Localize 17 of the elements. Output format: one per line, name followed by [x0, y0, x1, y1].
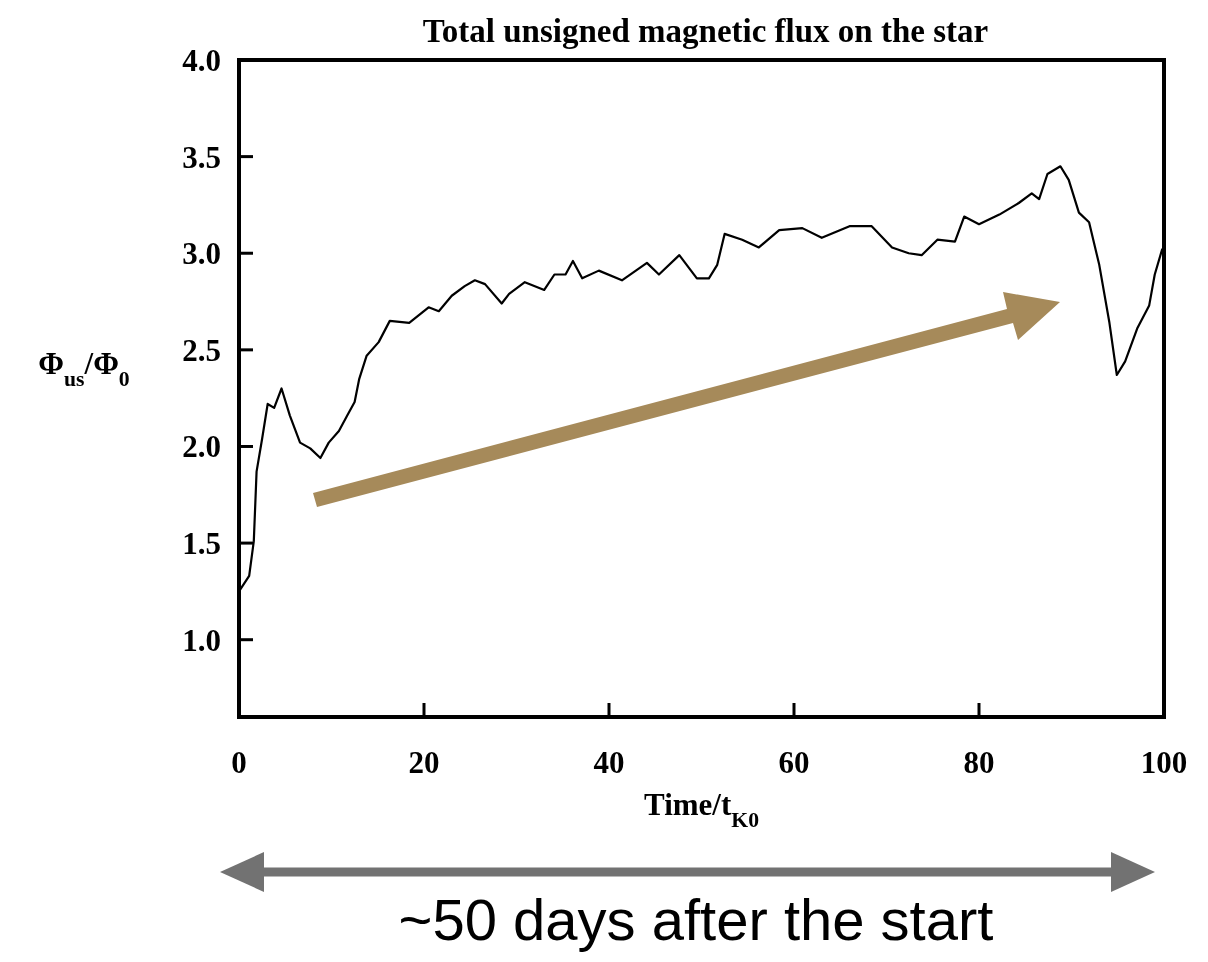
y-tick-label: 3.5: [182, 139, 221, 175]
y-tick-label: 2.5: [182, 332, 221, 368]
y-tick-label: 1.5: [182, 526, 221, 562]
x-tick-label: 40: [593, 745, 625, 780]
x-tick-label: 20: [408, 745, 440, 780]
x-axis-title: Time/t$_{K0}$: [644, 787, 760, 832]
y-axis-title: Φ$_{us}$/Φ$_{0}$: [38, 345, 130, 391]
y-tick-label: 4.0: [182, 43, 221, 78]
x-tick-label: 60: [778, 745, 810, 780]
x-tick-label: 100: [1140, 745, 1188, 780]
text: ~50 days after the start: [398, 887, 994, 952]
y-tick-label: 1.0: [182, 622, 221, 658]
y-tick-label: 3.0: [182, 236, 221, 272]
y-tick-label: 2.0: [182, 429, 221, 465]
x-tick-label: 80: [963, 745, 995, 780]
x-tick-label: 0: [231, 745, 247, 780]
chart-title: Total unsigned magnetic flux on the star: [422, 13, 989, 49]
